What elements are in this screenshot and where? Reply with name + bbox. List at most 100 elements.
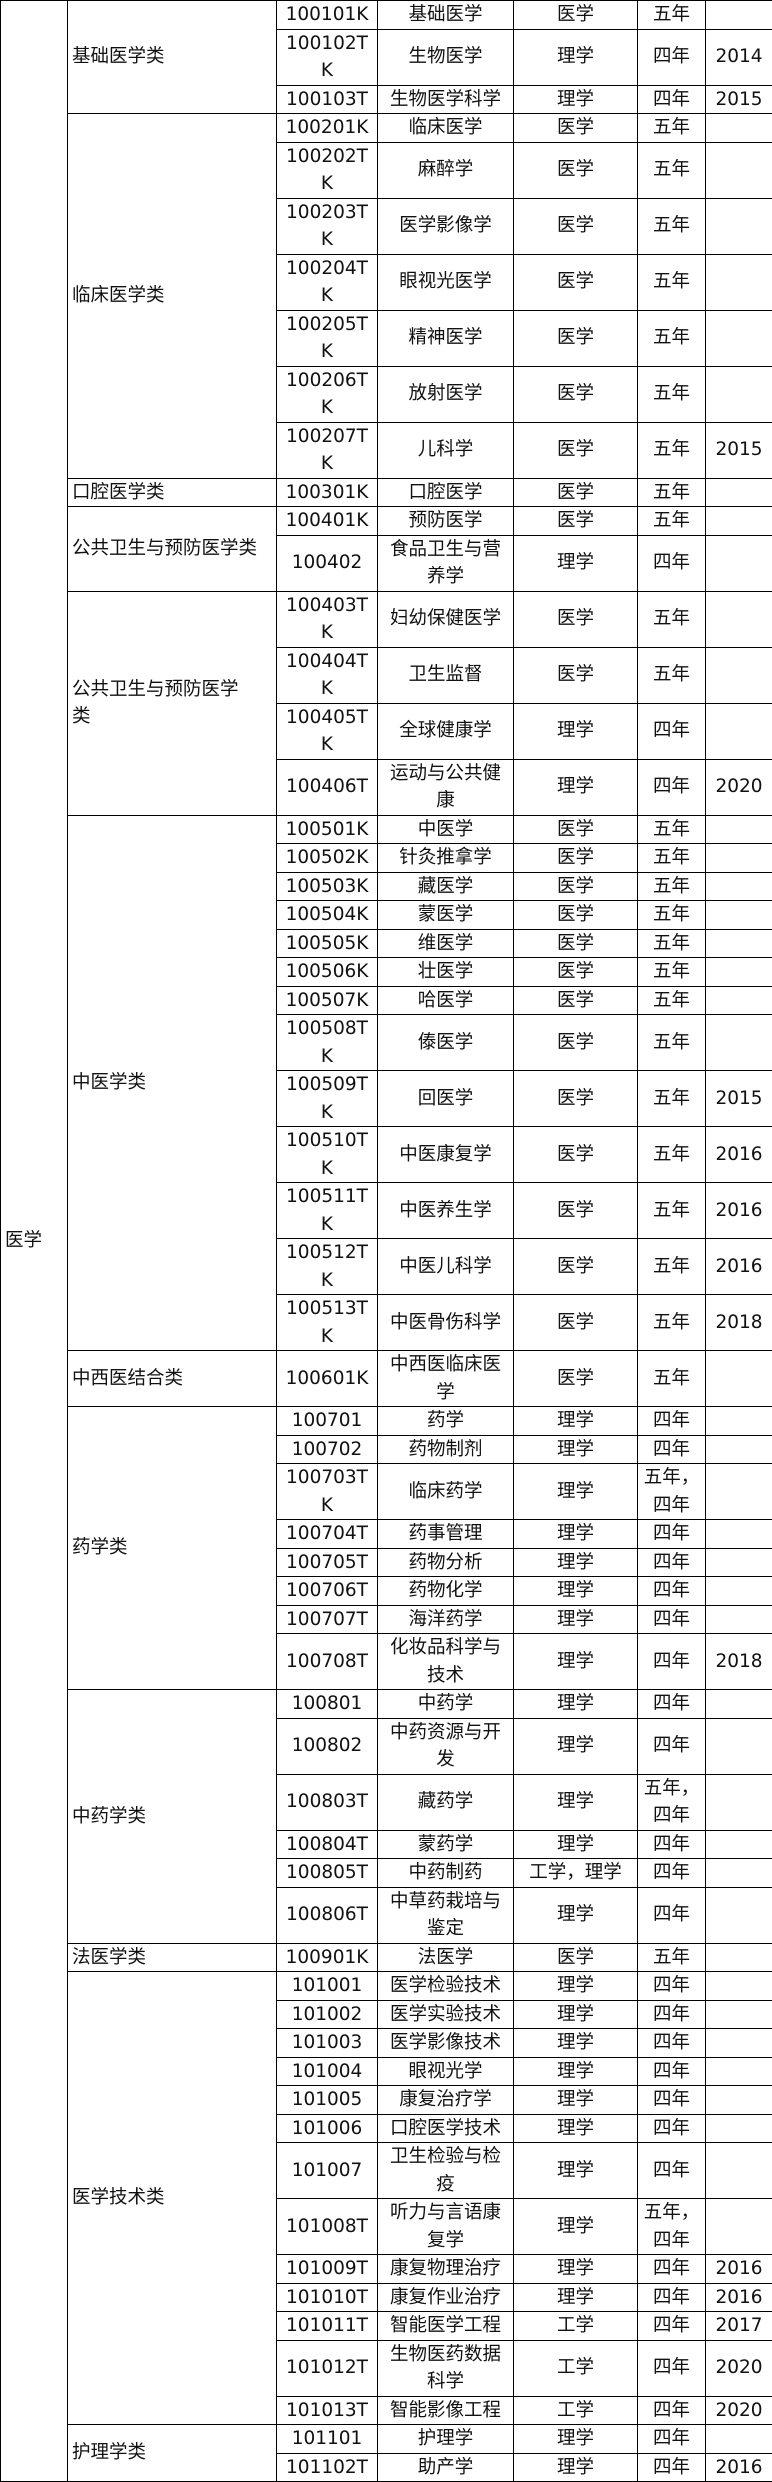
major-name-cell: 中药资源与开发	[378, 1718, 514, 1774]
year-added-cell	[706, 507, 772, 536]
major-code-cell: 100501K	[277, 815, 378, 844]
degree-cell: 理学	[514, 1718, 638, 1774]
degree-cell: 理学	[514, 2057, 638, 2086]
year-added-cell	[706, 1464, 772, 1520]
degree-cell: 理学	[514, 85, 638, 114]
duration-cell: 五年，四年	[638, 1774, 706, 1830]
duration-cell: 五年	[638, 142, 706, 198]
major-code-cell: 100511TK	[277, 1183, 378, 1239]
duration-cell: 五年	[638, 929, 706, 958]
degree-cell: 医学	[514, 901, 638, 930]
major-code-cell: 101007	[277, 2143, 378, 2199]
duration-cell: 五年	[638, 844, 706, 873]
major-code-cell: 100205TK	[277, 310, 378, 366]
degree-cell: 理学	[514, 1407, 638, 1436]
year-added-cell	[706, 1830, 772, 1859]
degree-cell: 理学	[514, 2453, 638, 2482]
duration-cell: 五年，四年	[638, 1464, 706, 1520]
category-cell: 口腔医学类	[68, 478, 277, 507]
year-added-cell	[706, 901, 772, 930]
duration-cell: 五年	[638, 1183, 706, 1239]
major-name-cell: 食品卫生与营养学	[378, 535, 514, 591]
duration-cell: 四年	[638, 703, 706, 759]
degree-cell: 理学	[514, 2283, 638, 2312]
major-code-cell: 101001	[277, 1972, 378, 2001]
major-code-cell: 100702	[277, 1435, 378, 1464]
degree-cell: 医学	[514, 844, 638, 873]
year-added-cell	[706, 142, 772, 198]
duration-cell: 五年	[638, 310, 706, 366]
year-added-cell	[706, 2086, 772, 2115]
major-code-cell: 100207TK	[277, 422, 378, 478]
duration-cell: 四年	[638, 2312, 706, 2341]
degree-cell: 医学	[514, 142, 638, 198]
major-code-cell: 100405TK	[277, 703, 378, 759]
major-code-cell: 101006	[277, 2114, 378, 2143]
major-code-cell: 100204TK	[277, 254, 378, 310]
degree-cell: 医学	[514, 872, 638, 901]
major-name-cell: 生物医药数据科学	[378, 2340, 514, 2396]
major-name-cell: 护理学	[378, 2425, 514, 2454]
year-added-cell	[706, 1972, 772, 2001]
degree-cell: 工学	[514, 2396, 638, 2425]
major-code-cell: 100510TK	[277, 1127, 378, 1183]
year-added-cell	[706, 535, 772, 591]
year-added-cell: 2016	[706, 2453, 772, 2482]
duration-cell: 五年	[638, 1239, 706, 1295]
major-code-cell: 100503K	[277, 872, 378, 901]
duration-cell: 四年	[638, 2396, 706, 2425]
major-code-cell: 100401K	[277, 507, 378, 536]
major-name-cell: 卫生检验与检疫	[378, 2143, 514, 2199]
duration-cell: 五年	[638, 1015, 706, 1071]
year-added-cell	[706, 929, 772, 958]
major-code-cell: 101012T	[277, 2340, 378, 2396]
degree-cell: 理学	[514, 1548, 638, 1577]
major-code-cell: 100802	[277, 1718, 378, 1774]
degree-cell: 医学	[514, 114, 638, 143]
year-added-cell	[706, 1548, 772, 1577]
major-name-cell: 放射医学	[378, 366, 514, 422]
year-added-cell	[706, 1887, 772, 1943]
year-added-cell	[706, 591, 772, 647]
degree-cell: 医学	[514, 1127, 638, 1183]
category-cell: 护理学类	[68, 2425, 277, 2482]
major-code-cell: 100708T	[277, 1634, 378, 1690]
year-added-cell	[706, 1718, 772, 1774]
major-name-cell: 中药制药	[378, 1859, 514, 1888]
year-added-cell	[706, 2425, 772, 2454]
major-name-cell: 蒙医学	[378, 901, 514, 930]
duration-cell: 四年	[638, 1887, 706, 1943]
degree-cell: 医学	[514, 1943, 638, 1972]
year-added-cell: 2018	[706, 1634, 772, 1690]
major-code-cell: 101013T	[277, 2396, 378, 2425]
major-code-cell: 100803T	[277, 1774, 378, 1830]
major-code-cell: 100502K	[277, 844, 378, 873]
major-name-cell: 医学实验技术	[378, 2000, 514, 2029]
major-name-cell: 妇幼保健医学	[378, 591, 514, 647]
category-cell: 医学技术类	[68, 1972, 277, 2425]
major-code-cell: 100505K	[277, 929, 378, 958]
major-name-cell: 药物化学	[378, 1577, 514, 1606]
year-added-cell	[706, 647, 772, 703]
major-name-cell: 康复治疗学	[378, 2086, 514, 2115]
degree-cell: 工学，理学	[514, 1859, 638, 1888]
duration-cell: 四年	[638, 1718, 706, 1774]
major-code-cell: 100512TK	[277, 1239, 378, 1295]
year-added-cell: 2016	[706, 2283, 772, 2312]
major-name-cell: 临床医学	[378, 114, 514, 143]
degree-cell: 工学	[514, 2340, 638, 2396]
major-name-cell: 全球健康学	[378, 703, 514, 759]
major-code-cell: 100801	[277, 1690, 378, 1719]
year-added-cell	[706, 958, 772, 987]
major-name-cell: 口腔医学技术	[378, 2114, 514, 2143]
duration-cell: 五年	[638, 872, 706, 901]
duration-cell: 四年	[638, 1435, 706, 1464]
major-code-cell: 100506K	[277, 958, 378, 987]
major-code-cell: 100804T	[277, 1830, 378, 1859]
degree-cell: 医学	[514, 422, 638, 478]
